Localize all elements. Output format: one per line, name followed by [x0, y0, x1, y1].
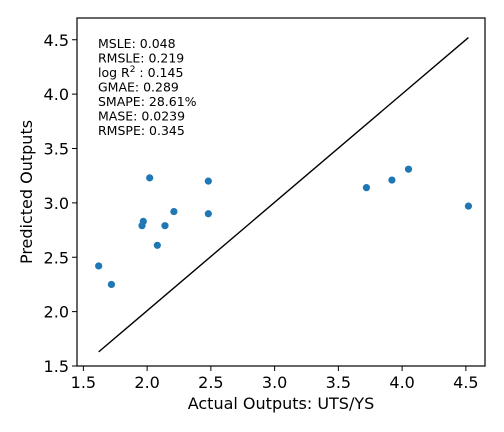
plot-background	[77, 18, 485, 366]
data-point	[362, 184, 371, 192]
data-point	[161, 222, 169, 230]
y-tick-label: 2.5	[44, 248, 69, 267]
x-tick-label: 3.0	[262, 373, 287, 392]
y-tick-label: 1.5	[44, 357, 69, 376]
metric-line: MASE: 0.0239	[98, 109, 185, 124]
y-axis-title: Predicted Outputs	[17, 120, 36, 264]
axis-ticks: 1.5 2.0 2.5 3.0 3.5 4.0 4.5 1.5 2.0 2.5 3.0 3.5 4.0 4…	[44, 31, 479, 392]
y-tick-label: 4.0	[44, 85, 69, 104]
x-tick-label: 4.0	[389, 373, 414, 392]
identity-reference-line	[98, 37, 469, 353]
metric-line: RMSLE: 0.219	[98, 51, 184, 66]
x-tick-label: 1.5	[71, 373, 96, 392]
data-point	[170, 207, 178, 216]
metric-line: MSLE: 0.048	[98, 36, 176, 51]
data-point	[95, 262, 103, 270]
y-tick-label: 4.5	[44, 31, 69, 50]
data-point	[204, 210, 212, 218]
y-tick-label: 3.0	[44, 194, 69, 213]
data-point	[388, 176, 396, 184]
x-axis-title: Actual Outputs: UTS/YS	[188, 394, 375, 413]
plot-frame	[76, 17, 486, 367]
metric-line: RMSPE: 0.345	[98, 123, 185, 138]
data-point	[153, 241, 161, 249]
data-point	[404, 165, 413, 173]
x-tick-label: 3.5	[326, 373, 351, 392]
data-points	[95, 165, 473, 289]
data-point	[204, 177, 212, 185]
metric-line: SMAPE: 28.61%	[98, 94, 197, 109]
x-tick-label: 2.5	[198, 373, 223, 392]
data-point	[146, 174, 154, 182]
x-tick-label: 2.0	[134, 373, 159, 392]
data-point	[464, 202, 473, 210]
y-tick-label: 3.5	[44, 140, 69, 159]
metric-line: log R2 : 0.145	[98, 65, 183, 80]
data-point	[107, 280, 116, 289]
metric-line: GMAE: 0.289	[98, 80, 179, 95]
y-tick-label: 2.0	[44, 303, 69, 322]
x-tick-label: 4.5	[453, 373, 478, 392]
data-point	[139, 217, 147, 225]
